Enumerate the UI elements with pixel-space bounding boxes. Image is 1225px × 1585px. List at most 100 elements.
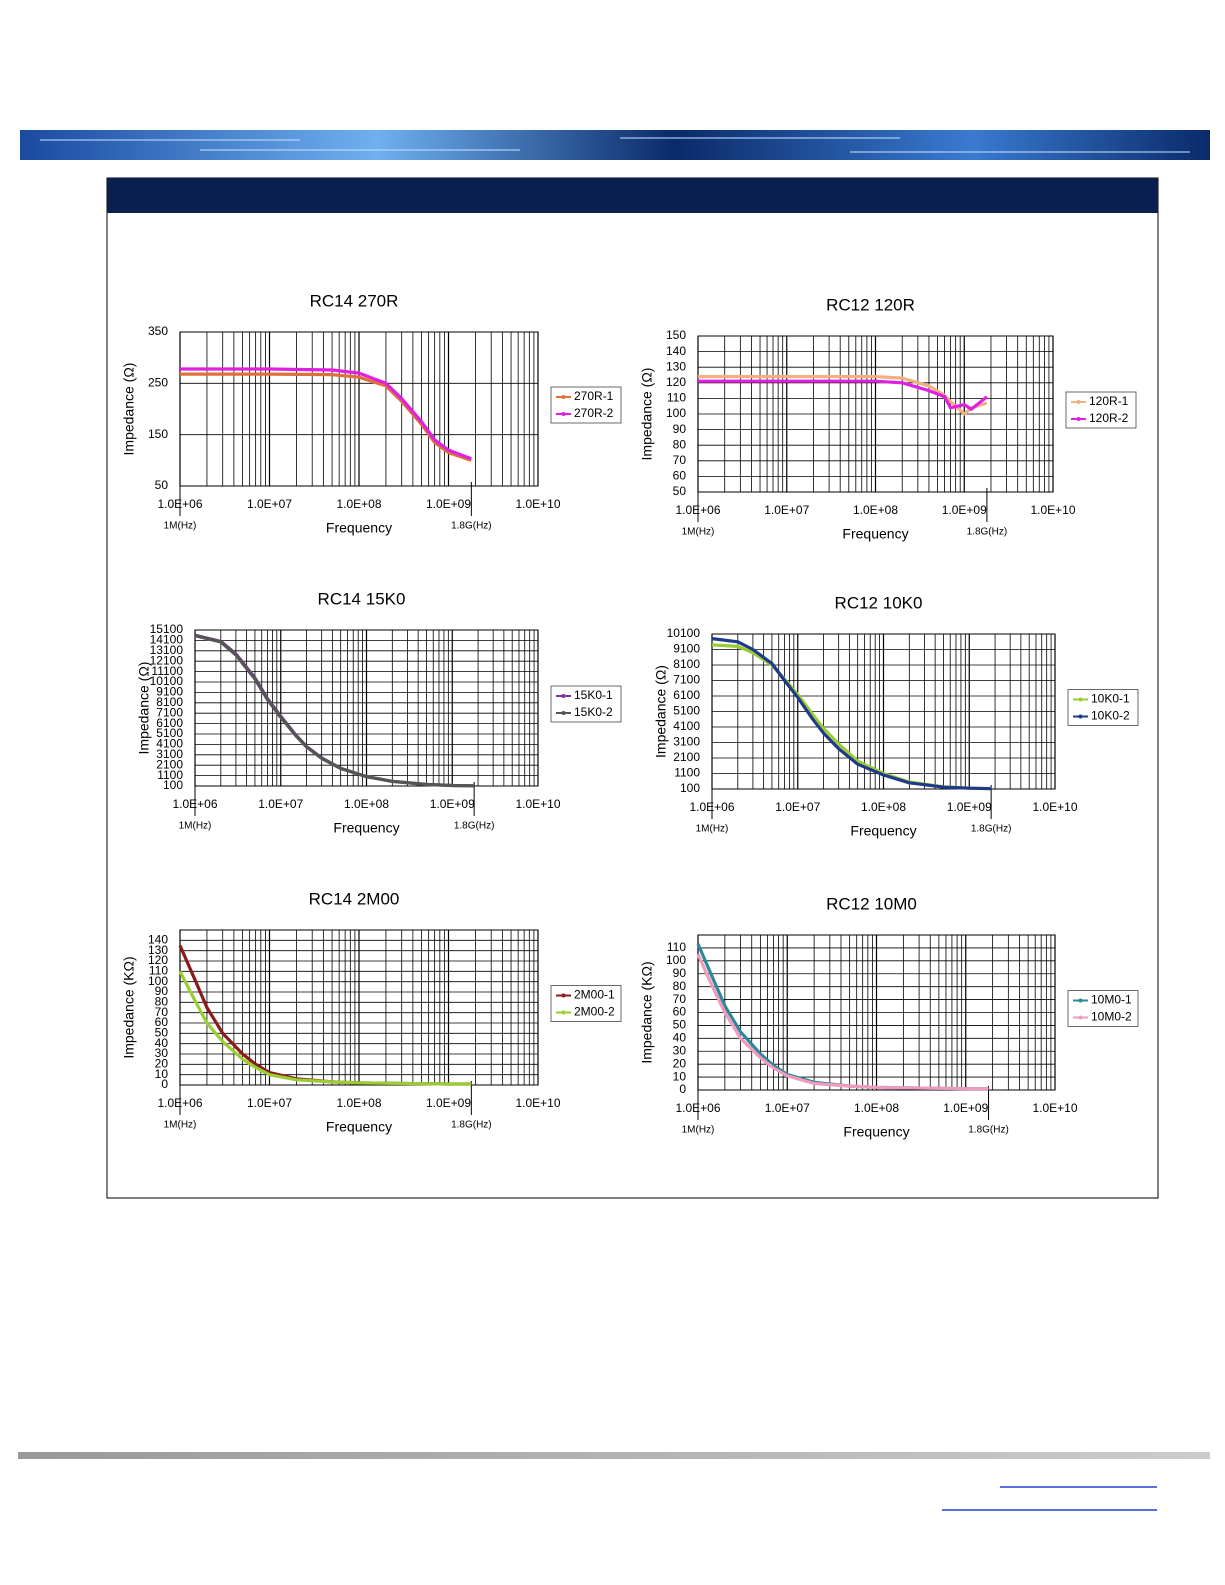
y-tick-label: 40 [155, 1036, 169, 1050]
legend-box [1065, 391, 1137, 429]
legend-marker [1078, 998, 1083, 1003]
legend-marker [561, 694, 566, 698]
legend-label: 10M0-2 [1091, 1010, 1132, 1024]
chart-title: RC14 15K0 [318, 589, 406, 608]
x-axis-label: Frequency [842, 526, 908, 542]
legend-marker [1076, 400, 1081, 404]
y-tick-label: 5100 [156, 726, 183, 740]
y-tick-label: 20 [155, 1057, 169, 1071]
x-tick-label: 1.0E+09 [426, 1096, 471, 1110]
y-tick-label: 100 [148, 974, 168, 988]
x-tick-label: 1.0E+10 [1032, 800, 1077, 814]
x-tick-label: 1.0E+08 [336, 497, 381, 511]
y-tick-label: 70 [673, 453, 687, 467]
y-tick-label: 50 [673, 1018, 687, 1032]
annotation: 1M(Hz) [164, 1120, 197, 1131]
y-tick-label: 2100 [673, 750, 700, 764]
legend-label: 10K0-2 [1091, 709, 1130, 723]
y-tick-label: 60 [673, 469, 687, 483]
y-tick-label: 150 [666, 328, 686, 342]
y-axis-label: Impedance (KΩ) [121, 956, 137, 1058]
legend-label: 2M00-1 [574, 988, 615, 1002]
y-tick-label: 70 [155, 1005, 169, 1019]
y-tick-label: 6100 [156, 716, 183, 730]
x-axis-label: Frequency [326, 520, 392, 536]
x-tick-label: 1.0E+09 [943, 1101, 988, 1115]
annotation: 1M(Hz) [696, 824, 729, 835]
y-tick-label: 120 [148, 953, 168, 967]
x-tick-label: 1.0E+08 [854, 1101, 899, 1115]
y-tick-label: 80 [673, 437, 687, 451]
y-tick-label: 100 [163, 778, 183, 792]
series-line [696, 953, 989, 1091]
section-bar [107, 178, 1158, 213]
y-tick-label: 13100 [150, 643, 184, 657]
y-tick-label: 7100 [156, 705, 183, 719]
y-tick-label: 10100 [667, 626, 701, 640]
y-tick-label: 9100 [673, 642, 700, 656]
y-tick-label: 10100 [150, 674, 184, 688]
annotation: 1M(Hz) [179, 821, 212, 832]
y-tick-label: 90 [673, 422, 687, 436]
y-tick-label: 350 [148, 324, 168, 338]
y-tick-label: 15100 [150, 622, 184, 636]
legend-marker [561, 412, 566, 416]
x-tick-label: 1.0E+07 [258, 797, 303, 811]
x-tick-label: 1.0E+10 [515, 1096, 560, 1110]
series-line [698, 375, 988, 416]
y-tick-label: 40 [673, 1031, 687, 1045]
x-axis-label: Frequency [850, 823, 916, 839]
series-line [180, 367, 472, 461]
y-tick-label: 130 [666, 359, 686, 373]
y-tick-label: 50 [155, 478, 169, 492]
y-tick-label: 8100 [673, 657, 700, 671]
y-tick-label: 100 [666, 953, 686, 967]
chart-title: RC12 120R [826, 295, 915, 314]
y-tick-label: 90 [673, 966, 687, 980]
y-tick-label: 80 [673, 979, 687, 993]
y-tick-label: 150 [148, 427, 168, 441]
y-tick-label: 6100 [673, 688, 700, 702]
legend-marker [561, 993, 566, 998]
x-tick-label: 1.0E+08 [336, 1096, 381, 1110]
x-tick-label: 1.0E+08 [853, 503, 898, 517]
y-tick-label: 140 [148, 933, 168, 947]
annotation: 1M(Hz) [164, 521, 197, 532]
y-tick-label: 8100 [156, 695, 183, 709]
legend-label: 2M00-2 [574, 1005, 615, 1019]
series-line [180, 372, 472, 462]
y-axis-label: Impedance (Ω) [121, 363, 137, 456]
y-tick-label: 14100 [150, 633, 184, 647]
series-line [711, 637, 992, 791]
legend-box [550, 386, 622, 424]
y-tick-label: 0 [161, 1077, 168, 1091]
chart-title: RC14 2M00 [309, 889, 400, 908]
y-tick-label: 100 [666, 406, 686, 420]
y-tick-label: 130 [148, 943, 168, 957]
x-tick-label: 1.0E+09 [430, 797, 475, 811]
y-tick-label: 110 [667, 391, 686, 405]
legend-label: 270R-1 [574, 389, 614, 403]
x-tick-label: 1.0E+10 [515, 497, 560, 511]
x-tick-label: 1.0E+09 [942, 503, 987, 517]
y-tick-label: 4100 [673, 719, 700, 733]
y-tick-label: 60 [155, 1015, 169, 1029]
x-axis-label: Frequency [326, 1119, 392, 1135]
legend-marker [561, 1010, 566, 1015]
y-tick-label: 4100 [156, 737, 183, 751]
annotation: 1.8G(Hz) [971, 824, 1012, 835]
footer-rule [18, 1452, 1210, 1459]
y-axis-label: Impedance (Ω) [653, 665, 669, 758]
chart-title: RC12 10K0 [835, 593, 923, 612]
x-tick-label: 1.0E+08 [344, 797, 389, 811]
y-tick-label: 70 [673, 992, 687, 1006]
y-tick-label: 250 [148, 376, 168, 390]
y-tick-label: 110 [149, 964, 168, 978]
y-axis-label: Impedance (KΩ) [639, 961, 655, 1063]
legend-marker [561, 395, 566, 399]
header-banner [20, 130, 1210, 160]
